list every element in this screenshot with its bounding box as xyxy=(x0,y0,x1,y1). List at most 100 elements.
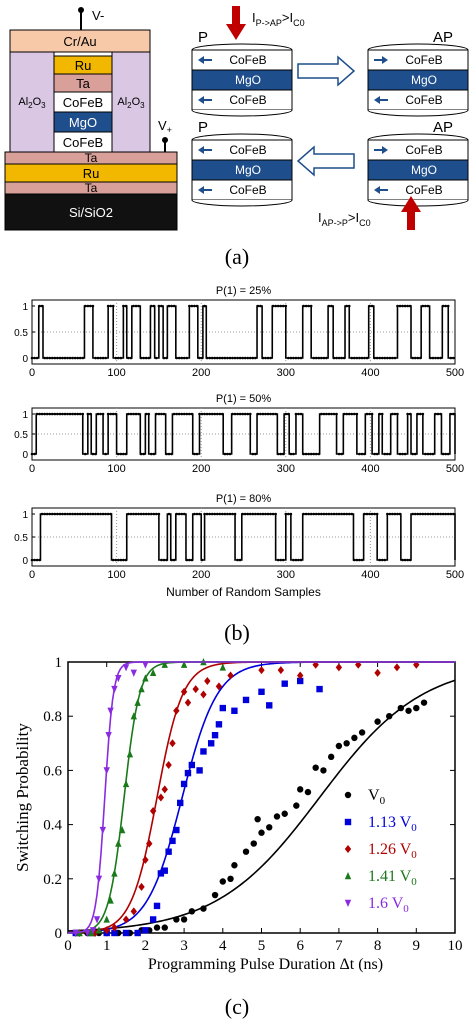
telegraph-sample-point xyxy=(45,356,49,360)
telegraph-sample-point xyxy=(350,356,354,360)
condition-ap-to-p: IAP->P>IC0 xyxy=(318,210,371,228)
telegraph-sample-point xyxy=(226,452,229,456)
telegraph-sample-point xyxy=(276,452,280,456)
telegraph-sample-point xyxy=(155,412,158,416)
telegraph-sample-point xyxy=(149,304,153,308)
telegraph-sample-point xyxy=(391,512,394,516)
telegraph-sample-point xyxy=(246,356,250,360)
telegraph-sample-point xyxy=(337,356,341,360)
telegraph-sample-point xyxy=(210,356,214,360)
telegraph-sample-point xyxy=(177,412,181,416)
data-point xyxy=(122,915,130,924)
data-point xyxy=(281,680,288,687)
telegraph-sample-point xyxy=(289,356,293,360)
telegraph-sample-point xyxy=(210,512,214,516)
telegraph-sample-point xyxy=(208,412,211,416)
telegraph-sample-point xyxy=(411,452,415,456)
cylinder-bottom-cap xyxy=(191,109,293,117)
telegraph-sample-point xyxy=(30,452,34,456)
telegraph-sample-point xyxy=(271,512,275,516)
telegraph-sample-point xyxy=(101,512,105,516)
telegraph-sample-point xyxy=(444,304,447,308)
telegraph-sample-point xyxy=(180,512,184,516)
data-point xyxy=(204,676,211,685)
telegraph-sample-point xyxy=(368,304,371,308)
data-point xyxy=(169,837,176,845)
panel-a-diagram: V- Cr/Au Al2O3 Al2O3 Ru Ta CoFeB MgO CoF… xyxy=(4,6,469,231)
telegraph-sample-point xyxy=(165,558,168,562)
data-point xyxy=(219,878,226,885)
telegraph-sample-point xyxy=(299,558,303,562)
telegraph-sample-point xyxy=(94,512,97,516)
telegraph-sample-point xyxy=(419,512,422,516)
chart-ytick-label: 1 xyxy=(55,655,63,671)
chart-xtick-label: 10 xyxy=(448,938,463,954)
telegraph-sample-point xyxy=(261,412,265,416)
data-point xyxy=(111,869,118,877)
telegraph-sample-point xyxy=(281,452,285,456)
telegraph-sample-point xyxy=(231,356,234,360)
telegraph-ytick-label: 1 xyxy=(22,410,28,421)
data-point xyxy=(297,786,304,793)
data-point xyxy=(231,862,238,869)
telegraph-sample-point xyxy=(380,558,384,562)
telegraph-sample-point xyxy=(398,512,402,516)
telegraph-sample-point xyxy=(378,412,382,416)
telegraph-sample-point xyxy=(175,412,178,416)
telegraph-ytick-label: 0.5 xyxy=(14,533,28,544)
telegraph-sample-point xyxy=(243,356,247,360)
telegraph-sample-point xyxy=(421,512,425,516)
telegraph-sample-point xyxy=(269,512,272,516)
telegraph-sample-point xyxy=(408,304,412,308)
telegraph-sample-point xyxy=(248,356,252,360)
telegraph-sample-point xyxy=(208,512,211,516)
telegraph-sample-point xyxy=(345,304,349,308)
telegraph-sample-point xyxy=(119,558,123,562)
telegraph-sample-point xyxy=(89,512,92,516)
telegraph-sample-point xyxy=(116,558,120,562)
chart-xtick-label: 3 xyxy=(180,938,188,954)
telegraph-sample-point xyxy=(167,452,171,456)
telegraph-sample-point xyxy=(89,412,92,416)
telegraph-sample-point xyxy=(248,512,252,516)
telegraph-sample-point xyxy=(434,356,437,360)
telegraph-sample-point xyxy=(424,452,427,456)
telegraph-sample-point xyxy=(236,356,239,360)
cylinder-ap-top: CoFeB MgO CoFeB xyxy=(367,43,469,117)
telegraph-sample-point xyxy=(182,412,186,416)
legend-marker xyxy=(344,818,352,826)
telegraph-sample-point xyxy=(264,356,267,360)
telegraph-sample-point xyxy=(261,512,265,516)
data-point xyxy=(219,663,226,671)
telegraph-sample-point xyxy=(33,356,36,360)
telegraph-sample-point xyxy=(81,356,85,360)
telegraph-sample-point xyxy=(231,512,234,516)
telegraph-sample-point xyxy=(58,356,62,360)
telegraph-sample-point xyxy=(368,412,371,416)
telegraph-sample-point xyxy=(375,512,379,516)
telegraph-sample-point xyxy=(165,452,168,456)
telegraph-sample-point xyxy=(40,412,44,416)
data-point xyxy=(258,666,265,675)
telegraph-sample-point xyxy=(210,412,214,416)
telegraph-sample-point xyxy=(233,356,237,360)
telegraph-sample-point xyxy=(309,304,313,308)
telegraph-sample-point xyxy=(378,558,382,562)
telegraph-sample-point xyxy=(375,452,379,456)
telegraph-sample-point xyxy=(345,512,349,516)
telegraph-sample-point xyxy=(35,412,39,416)
telegraph-sample-point xyxy=(254,452,257,456)
magnetization-arrow-icon xyxy=(374,96,380,104)
telegraph-sample-point xyxy=(119,356,123,360)
magnetization-arrow-icon xyxy=(382,146,388,154)
magnetization-arrow-icon xyxy=(198,96,204,104)
panel-c-chart: 0 1 2 3 4 5 6 7 8 9 10 0 0.2 0.4 0.6 0.8 1 Programming Pu… xyxy=(13,655,463,973)
chart-xlabel: Programming Pulse Duration Δt (ns) xyxy=(148,956,383,973)
telegraph-sample-point xyxy=(261,356,265,360)
chart-ytick-label: 0.2 xyxy=(43,872,62,888)
telegraph-sample-point xyxy=(347,512,351,516)
legend-marker xyxy=(344,791,352,799)
data-point xyxy=(165,760,172,769)
telegraph-sample-point xyxy=(406,558,409,562)
